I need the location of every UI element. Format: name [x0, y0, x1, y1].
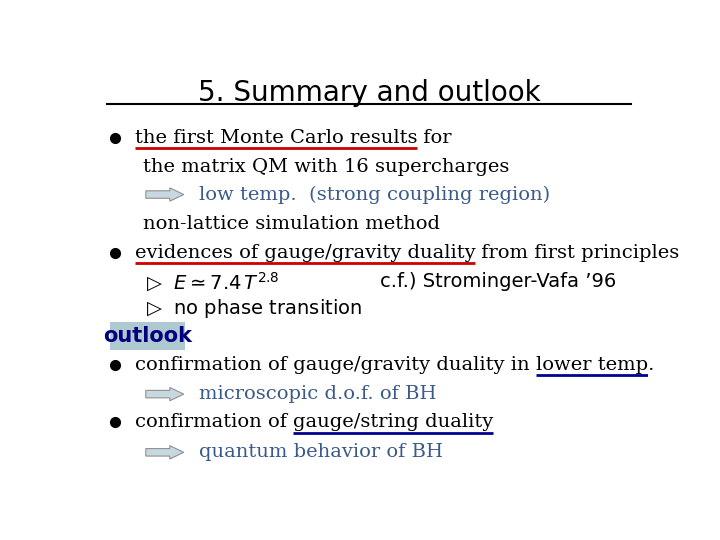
Text: the first Monte Carlo results: the first Monte Carlo results — [135, 129, 417, 146]
Text: $\triangleright$  $E \simeq 7.4\,T^{2.8}$: $\triangleright$ $E \simeq 7.4\,T^{2.8}$ — [145, 270, 279, 294]
Text: quantum behavior of BH: quantum behavior of BH — [199, 443, 443, 461]
Text: lower temp.: lower temp. — [536, 356, 654, 374]
Text: $\triangleright$  no phase transition: $\triangleright$ no phase transition — [145, 296, 362, 320]
Text: non-lattice simulation method: non-lattice simulation method — [143, 214, 440, 233]
FancyArrow shape — [145, 188, 184, 201]
Text: outlook: outlook — [103, 326, 192, 346]
Text: for: for — [417, 129, 451, 146]
Text: gauge/string duality: gauge/string duality — [293, 414, 493, 431]
Text: confirmation of gauge/gravity duality in: confirmation of gauge/gravity duality in — [135, 356, 536, 374]
Text: from first principles: from first principles — [475, 244, 680, 262]
Text: microscopic d.o.f. of BH: microscopic d.o.f. of BH — [199, 385, 436, 403]
FancyArrow shape — [145, 446, 184, 459]
Text: low temp.  (strong coupling region): low temp. (strong coupling region) — [199, 185, 550, 204]
FancyArrow shape — [145, 388, 184, 401]
Text: confirmation of: confirmation of — [135, 414, 293, 431]
Text: c.f.) Strominger-Vafa ’96: c.f.) Strominger-Vafa ’96 — [380, 272, 616, 292]
FancyBboxPatch shape — [109, 322, 185, 350]
Text: the matrix QM with 16 supercharges: the matrix QM with 16 supercharges — [143, 158, 509, 176]
Text: evidences of gauge/gravity duality: evidences of gauge/gravity duality — [135, 244, 475, 262]
Text: 5. Summary and outlook: 5. Summary and outlook — [198, 79, 540, 107]
